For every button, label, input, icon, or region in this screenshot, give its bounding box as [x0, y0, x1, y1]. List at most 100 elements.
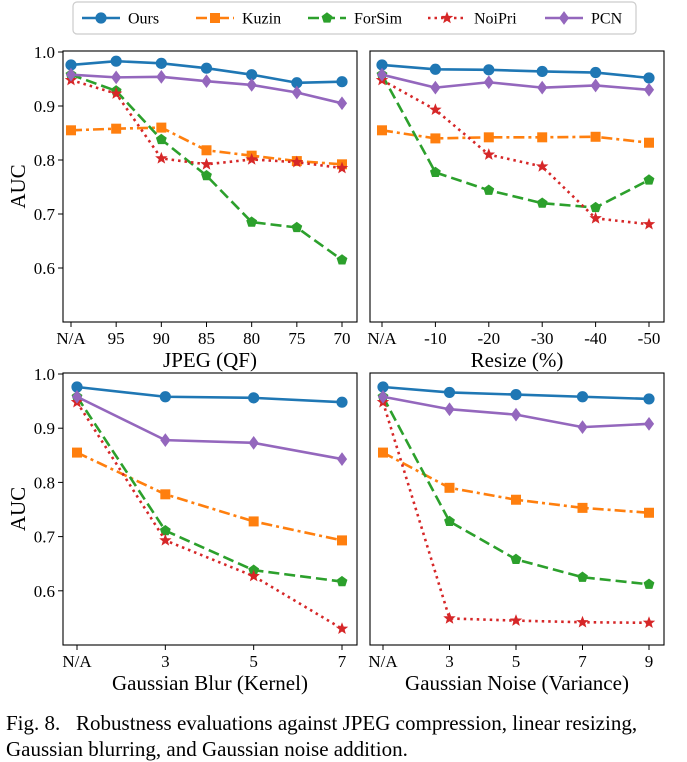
legend-frame	[72, 1, 637, 35]
data-point-kuzin	[430, 133, 441, 144]
data-point-forsim	[643, 174, 655, 185]
series-line-forsim	[70, 73, 343, 261]
data-point-kuzin	[336, 535, 347, 546]
series-line-kuzin	[381, 129, 650, 145]
series-line-forsim	[380, 74, 650, 209]
y-tick-label: 0.7	[34, 528, 56, 547]
legend-marker-pcn	[558, 11, 570, 25]
series-kuzin	[377, 447, 655, 518]
data-point-forsim	[291, 221, 303, 233]
series-line-noipri	[381, 78, 650, 226]
data-point-noipri	[245, 152, 258, 165]
data-point-kuzin	[248, 516, 259, 527]
series-ours	[71, 381, 348, 408]
series-kuzin	[376, 125, 655, 148]
data-point-noipri	[335, 622, 349, 635]
data-point-pcn	[336, 452, 348, 466]
legend-label-pcn: PCN	[591, 11, 623, 28]
y-tick-label: 0.9	[34, 97, 55, 116]
data-point-kuzin	[72, 447, 83, 458]
legend-label-forsim: ForSim	[354, 11, 403, 28]
x-tick-label: 7	[578, 652, 587, 671]
data-point-ours	[643, 72, 655, 84]
x-tick-label: 7	[338, 652, 347, 671]
legend-item-noipri: NoiPri	[428, 11, 517, 28]
data-point-ours	[589, 66, 602, 79]
data-point-kuzin	[644, 507, 655, 518]
series-noipri	[70, 395, 349, 635]
data-point-ours	[643, 393, 655, 405]
data-point-kuzin	[590, 131, 601, 142]
legend-item-pcn: PCN	[545, 11, 623, 28]
data-point-kuzin	[537, 132, 548, 143]
series-ours	[376, 59, 655, 84]
series-pcn	[376, 67, 655, 97]
data-point-forsim	[590, 201, 602, 213]
data-point-kuzin	[66, 125, 77, 136]
data-point-ours	[159, 391, 171, 403]
x-tick-label: -40	[584, 329, 607, 348]
x-axis-label: Gaussian Noise (Variance)	[405, 671, 629, 695]
data-point-forsim	[444, 515, 455, 527]
data-point-pcn	[248, 435, 259, 450]
data-point-noipri	[159, 533, 172, 546]
series-line-forsim	[75, 396, 343, 583]
data-point-forsim	[483, 184, 495, 195]
x-tick-label: -10	[424, 329, 447, 348]
data-point-ours	[483, 64, 495, 76]
legend-marker-forsim	[321, 12, 333, 23]
legend-item-ours: Ours	[82, 11, 159, 28]
series-line-noipri	[381, 401, 650, 625]
plot-frame	[62, 372, 358, 646]
data-point-noipri	[509, 614, 523, 626]
data-point-kuzin	[377, 447, 388, 458]
x-tick-label: 95	[108, 329, 125, 348]
data-point-kuzin	[483, 132, 494, 143]
data-point-pcn	[643, 82, 655, 97]
plot-frame	[369, 50, 665, 323]
series-ours	[65, 55, 348, 89]
legend-label-ours: Ours	[128, 11, 159, 28]
caption-label: Fig. 8.	[6, 711, 61, 735]
y-tick-label: 1.0	[34, 43, 55, 62]
legend-marker-kuzin	[209, 12, 220, 23]
data-point-kuzin	[510, 494, 521, 505]
chart-panel-4: N/A 3 5 7 9 Gaussian Noise (Variance)	[368, 372, 665, 695]
data-point-ours	[248, 392, 260, 404]
data-point-pcn	[444, 402, 455, 417]
data-point-forsim	[336, 575, 348, 587]
data-point-kuzin	[644, 137, 655, 148]
legend-marker-ours	[95, 12, 107, 24]
data-point-pcn	[246, 78, 257, 92]
data-point-ours	[336, 76, 348, 88]
x-tick-label: 80	[243, 329, 260, 348]
data-point-kuzin	[444, 482, 455, 493]
data-point-noipri	[247, 569, 260, 582]
series-noipri	[376, 395, 656, 629]
series-forsim	[71, 391, 348, 587]
data-point-pcn	[71, 389, 83, 404]
x-tick-label: 85	[198, 329, 215, 348]
caption-text: Robustness evaluations against JPEG comp…	[6, 711, 638, 761]
data-point-forsim	[536, 197, 548, 208]
robustness-figure: Ours Kuzin ForSim NoiPri PCN N/A 95 90 85 80 75 70…	[6, 1, 665, 695]
x-tick-label: -50	[638, 329, 661, 348]
data-point-ours	[429, 63, 441, 75]
data-point-kuzin	[201, 145, 212, 156]
data-point-pcn	[160, 433, 171, 447]
legend-label-kuzin: Kuzin	[242, 11, 281, 28]
data-point-kuzin	[111, 123, 122, 134]
x-tick-label: N/A	[56, 329, 86, 348]
data-point-forsim	[577, 571, 588, 582]
y-tick-label: 0.9	[34, 419, 55, 438]
series-line-kuzin	[76, 451, 343, 542]
series-line-pcn	[76, 395, 343, 461]
data-point-pcn	[577, 420, 588, 434]
data-point-pcn	[643, 416, 655, 431]
series-line-ours	[76, 385, 343, 404]
x-tick-label: N/A	[62, 652, 92, 671]
data-point-forsim	[429, 166, 441, 178]
data-point-noipri	[482, 148, 496, 160]
y-tick-label: 1.0	[34, 365, 55, 384]
